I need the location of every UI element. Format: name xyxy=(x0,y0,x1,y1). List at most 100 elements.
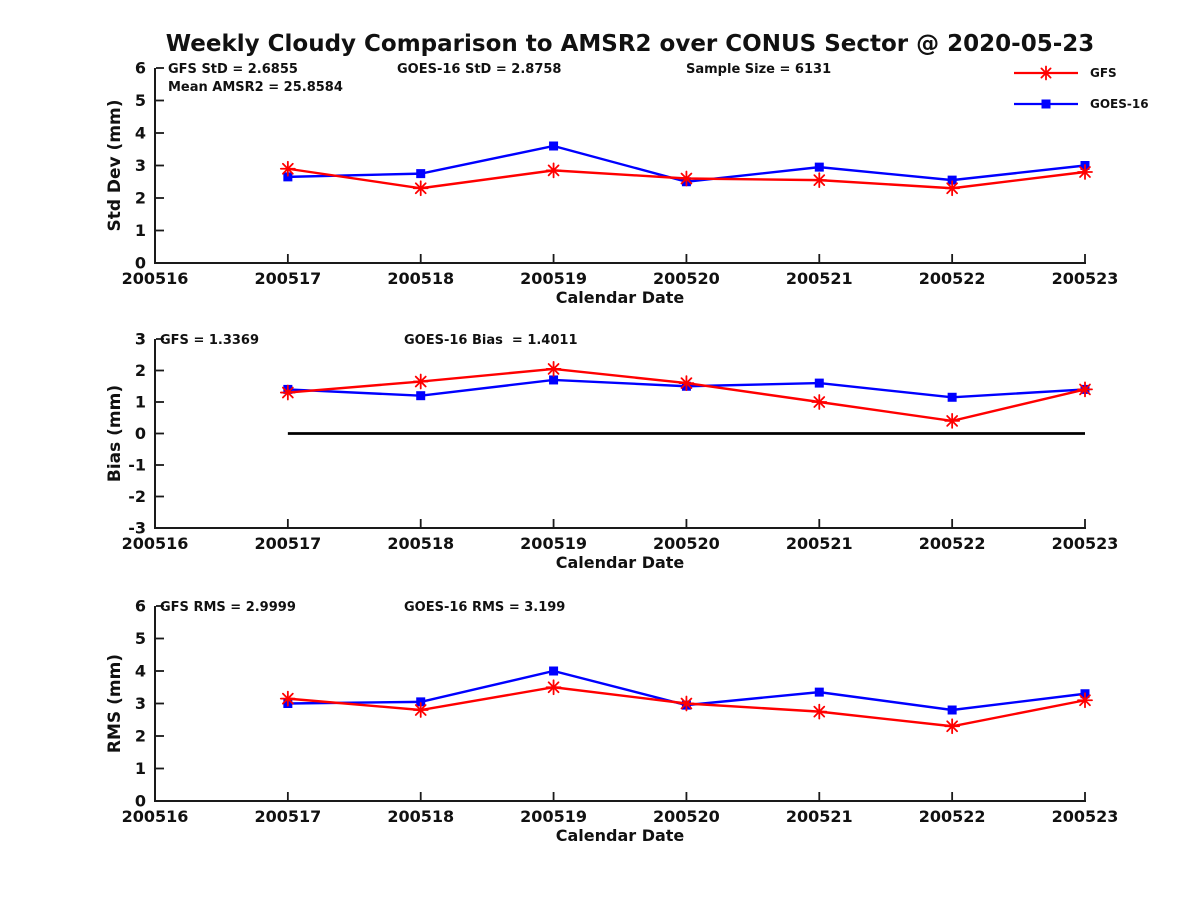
chart-bias-mm: -3 -2 -1 0 1 2 3 200516 200517 200518 200519 200520… xyxy=(105,330,1118,573)
y-tick-label: 6 xyxy=(135,597,146,616)
marker-asterisk xyxy=(811,394,828,410)
y-axis-title: RMS (mm) xyxy=(105,654,125,753)
y-tick-label: 4 xyxy=(135,124,146,143)
y-tick-label: 1 xyxy=(135,221,146,240)
annotation-text: GOES-16 StD = 2.8758 xyxy=(397,62,561,77)
y-tick-label: 0 xyxy=(135,424,146,443)
y-tick-label: 5 xyxy=(135,91,146,110)
marker-asterisk xyxy=(944,718,961,735)
marker-asterisk xyxy=(279,690,296,707)
x-tick-label: 200517 xyxy=(254,807,321,826)
marker-asterisk xyxy=(545,679,562,696)
x-tick-label: 200517 xyxy=(254,269,321,288)
marker-asterisk xyxy=(1038,65,1054,81)
y-tick-label: 5 xyxy=(135,629,146,648)
x-tick-label: 200522 xyxy=(919,807,986,826)
figure-title: Weekly Cloudy Comparison to AMSR2 over C… xyxy=(165,31,1095,57)
x-tick-label: 200522 xyxy=(919,534,986,553)
y-tick-label: 3 xyxy=(135,156,146,175)
marker-asterisk xyxy=(678,170,695,187)
x-tick-label: 200521 xyxy=(786,269,853,288)
x-tick-label: 200520 xyxy=(653,534,720,553)
marker-asterisk xyxy=(1077,692,1093,709)
y-tick-label: 0 xyxy=(135,254,146,273)
series-gfs xyxy=(279,361,1093,429)
y-tick-label: -2 xyxy=(128,487,146,506)
y-tick-label: -1 xyxy=(128,456,146,475)
legend-item-gfs: GFS xyxy=(1012,64,1149,82)
marker-square xyxy=(814,378,824,388)
chart-std-dev-mm: 0 1 2 3 4 5 6 200516 200517 200518 200519 200520 200… xyxy=(105,59,1118,308)
marker-asterisk xyxy=(412,180,429,197)
marker-asterisk xyxy=(545,162,562,179)
marker-square xyxy=(416,169,426,179)
marker-asterisk xyxy=(412,373,429,390)
x-tick-label: 200520 xyxy=(653,807,720,826)
marker-square xyxy=(947,705,957,715)
marker-asterisk xyxy=(944,180,961,197)
marker-asterisk xyxy=(678,695,695,712)
marker-square xyxy=(947,392,957,402)
y-tick-label: 0 xyxy=(135,792,146,811)
x-tick-label: 200521 xyxy=(786,807,853,826)
y-axis-title: Bias (mm) xyxy=(105,385,125,482)
gfs-line-asterisk-icon xyxy=(1014,65,1078,81)
marker-square xyxy=(814,162,824,172)
annotation-text: GFS RMS = 2.9999 xyxy=(160,600,296,615)
marker-square xyxy=(549,141,559,151)
annotation-text: GFS = 1.3369 xyxy=(160,333,259,348)
x-tick-label: 200523 xyxy=(1052,807,1119,826)
marker-asterisk xyxy=(811,172,828,189)
y-tick-label: 1 xyxy=(135,393,146,412)
annotation-text: GOES-16 Bias = 1.4011 xyxy=(404,333,578,348)
x-tick-label: 200519 xyxy=(520,807,587,826)
x-axis-title: Calendar Date xyxy=(556,553,685,572)
series-gfs xyxy=(279,679,1093,735)
chart-rms-mm: 0 1 2 3 4 5 6 200516 200517 200518 200519 200520 200… xyxy=(105,597,1118,846)
legend-label-goes16: GOES-16 xyxy=(1090,97,1149,111)
marker-asterisk xyxy=(1077,381,1093,398)
marker-asterisk xyxy=(412,702,429,718)
annotation-text: Mean AMSR2 = 25.8584 xyxy=(168,80,343,95)
legend-label-gfs: GFS xyxy=(1090,66,1117,80)
goes16-line-square-icon xyxy=(1014,99,1078,109)
marker-asterisk xyxy=(944,412,961,429)
marker-asterisk xyxy=(811,703,828,720)
x-tick-label: 200521 xyxy=(786,534,853,553)
marker-asterisk xyxy=(1077,164,1093,180)
marker-asterisk xyxy=(279,160,296,177)
x-tick-label: 200518 xyxy=(387,269,454,288)
x-axis-title: Calendar Date xyxy=(556,826,685,845)
x-tick-label: 200516 xyxy=(122,807,189,826)
marker-square xyxy=(1041,99,1051,109)
x-tick-label: 200523 xyxy=(1052,269,1119,288)
x-tick-label: 200517 xyxy=(254,534,321,553)
marker-asterisk xyxy=(678,375,695,392)
y-tick-label: -3 xyxy=(128,519,146,538)
annotation-text: GFS StD = 2.6855 xyxy=(168,62,298,77)
marker-asterisk xyxy=(279,384,296,401)
marker-square xyxy=(549,375,559,385)
legend-item-goes16: GOES-16 xyxy=(1012,95,1149,113)
x-axis-title: Calendar Date xyxy=(556,288,685,307)
marker-square xyxy=(947,175,957,185)
marker-square xyxy=(549,666,559,676)
marker-square xyxy=(416,697,426,707)
y-axis-title: Std Dev (mm) xyxy=(105,99,125,231)
x-tick-label: 200518 xyxy=(387,807,454,826)
y-tick-label: 6 xyxy=(135,59,146,78)
y-tick-label: 1 xyxy=(135,759,146,778)
x-tick-label: 200516 xyxy=(122,534,189,553)
x-tick-label: 200519 xyxy=(520,269,587,288)
marker-square xyxy=(814,687,824,697)
annotation-text: GOES-16 RMS = 3.199 xyxy=(404,600,565,615)
y-tick-label: 3 xyxy=(135,330,146,349)
x-tick-label: 200518 xyxy=(387,534,454,553)
x-tick-label: 200519 xyxy=(520,534,587,553)
annotation-text: Sample Size = 6131 xyxy=(686,62,831,77)
series-gfs xyxy=(279,160,1093,197)
x-tick-label: 200522 xyxy=(919,269,986,288)
x-tick-label: 200520 xyxy=(653,269,720,288)
y-tick-label: 2 xyxy=(135,361,146,380)
